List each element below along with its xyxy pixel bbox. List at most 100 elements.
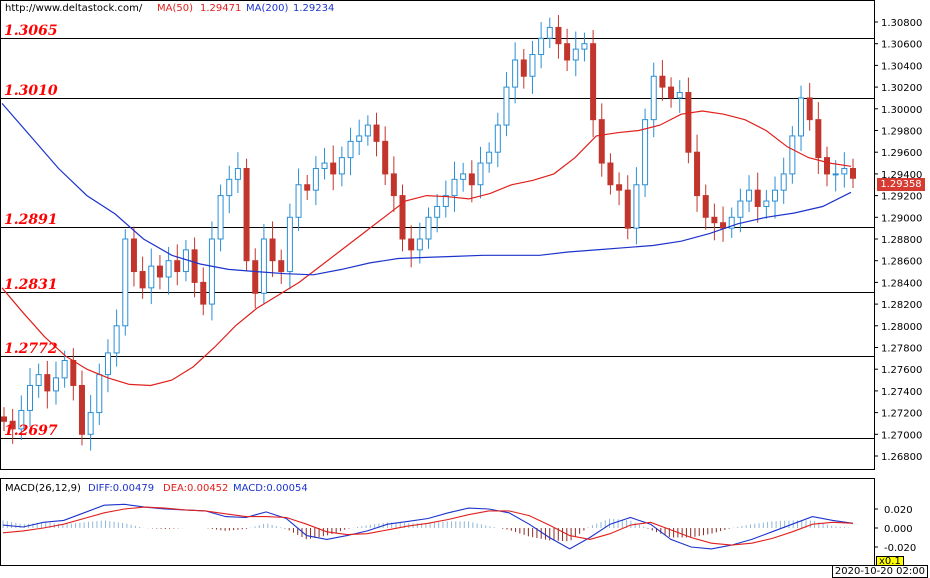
candle-body: [763, 200, 770, 207]
candle-body: [607, 162, 614, 186]
candle-body: [243, 167, 250, 262]
candle-body: [278, 260, 285, 273]
candle-body: [61, 360, 68, 379]
candle-body: [477, 162, 484, 186]
candle-body: [217, 195, 224, 240]
candle-body: [208, 238, 215, 305]
candle-body: [234, 167, 241, 180]
candle-body: [503, 86, 510, 126]
y-tick-label: 1.29800: [881, 127, 922, 138]
candle-body: [252, 260, 259, 294]
level-label: 1.3010: [4, 82, 58, 99]
candle-body: [486, 151, 493, 164]
current-price-tag: 1.29358: [877, 178, 925, 191]
candle-body: [130, 238, 137, 273]
candle-body: [685, 92, 692, 153]
macd-y-tick-label: 0.000: [884, 524, 913, 535]
candle-body: [226, 178, 233, 197]
macd-diff-line: [2, 503, 854, 550]
candle-body: [581, 43, 588, 50]
candle-body: [806, 97, 813, 121]
candle-body: [52, 377, 59, 392]
y-tick-label: 1.27200: [881, 409, 922, 420]
candle-body: [520, 59, 527, 77]
y-tick-label: 1.28000: [881, 322, 922, 333]
macd-title: MACD(26,12,9): [5, 483, 81, 494]
candle-body: [96, 374, 103, 414]
y-tick-label: 1.28600: [881, 257, 922, 268]
candle-body: [494, 124, 501, 153]
macd-value-label: MACD:0.00054: [233, 483, 308, 494]
y-tick-label: 1.26800: [881, 452, 922, 463]
candle-body: [798, 97, 805, 137]
y-tick-label: 1.28400: [881, 278, 922, 289]
candle-body: [780, 173, 787, 191]
candle-body: [642, 119, 649, 186]
candle-body: [442, 195, 449, 207]
candle-body: [659, 75, 666, 88]
candle-body: [676, 92, 683, 99]
macd-dea-line: [2, 506, 854, 546]
candle-body: [616, 184, 623, 191]
candle-body: [434, 205, 441, 218]
candle-body: [113, 325, 120, 354]
candle-body: [529, 54, 536, 77]
candle-body: [295, 184, 302, 218]
candle-body: [546, 26, 553, 39]
candle-body: [260, 238, 267, 294]
macd-dea-label: DEA:0.00452: [163, 483, 229, 494]
candle-body: [572, 48, 579, 61]
y-tick-label: 1.30600: [881, 40, 922, 51]
candle-body: [122, 238, 129, 327]
y-tick-label: 1.27000: [881, 430, 922, 441]
ma200-label: MA(200): [246, 3, 289, 14]
candle-body: [451, 178, 458, 197]
ma50-line: [1, 110, 852, 387]
candle-body: [390, 173, 397, 197]
candle-body: [312, 167, 319, 191]
candle-body: [26, 384, 33, 411]
level-label: 1.2772: [4, 340, 58, 357]
candle-body: [538, 37, 545, 56]
y-tick-label: 1.28200: [881, 300, 922, 311]
candle-body: [789, 135, 796, 175]
candle-body: [425, 216, 432, 240]
candle-body: [330, 162, 337, 175]
candle-body: [772, 189, 779, 202]
candle-body: [416, 238, 423, 251]
source-url: http://www.deltastock.com/: [5, 3, 143, 14]
candle-body: [356, 135, 363, 142]
candle-body: [70, 360, 77, 386]
candle-body: [702, 195, 709, 218]
level-label: 1.2831: [4, 276, 58, 293]
candle-body: [338, 157, 345, 175]
y-tick-label: 1.29400: [881, 170, 922, 181]
candle-body: [737, 200, 744, 218]
level-label: 1.2891: [4, 211, 58, 228]
y-tick-label: 1.29600: [881, 148, 922, 159]
candle-body: [746, 189, 753, 202]
candle-body: [633, 184, 640, 229]
candle-body: [841, 167, 848, 175]
candle-body: [590, 43, 597, 121]
macd-y-tick-label: -0.020: [884, 543, 916, 554]
candle-body: [728, 216, 735, 229]
y-tick-label: 1.29200: [881, 192, 922, 203]
candle-body: [165, 260, 172, 278]
candle-body: [35, 374, 42, 386]
candle-body: [512, 59, 519, 88]
candle-body: [832, 173, 839, 176]
macd-y-tick-label: 0.020: [884, 505, 913, 516]
candle-body: [624, 189, 631, 229]
y-tick-label: 1.30000: [881, 105, 922, 116]
candle-body: [373, 124, 380, 142]
y-tick-label: 1.29000: [881, 213, 922, 224]
date-label: 2020-10-20 02:00: [831, 565, 928, 578]
macd-diff-label: DIFF:0.00479: [88, 483, 155, 494]
candle-body: [650, 75, 657, 121]
ma50-label: MA(50): [157, 3, 193, 14]
candle-body: [1, 416, 7, 422]
candle-body: [408, 238, 415, 251]
candle-body: [399, 195, 406, 240]
